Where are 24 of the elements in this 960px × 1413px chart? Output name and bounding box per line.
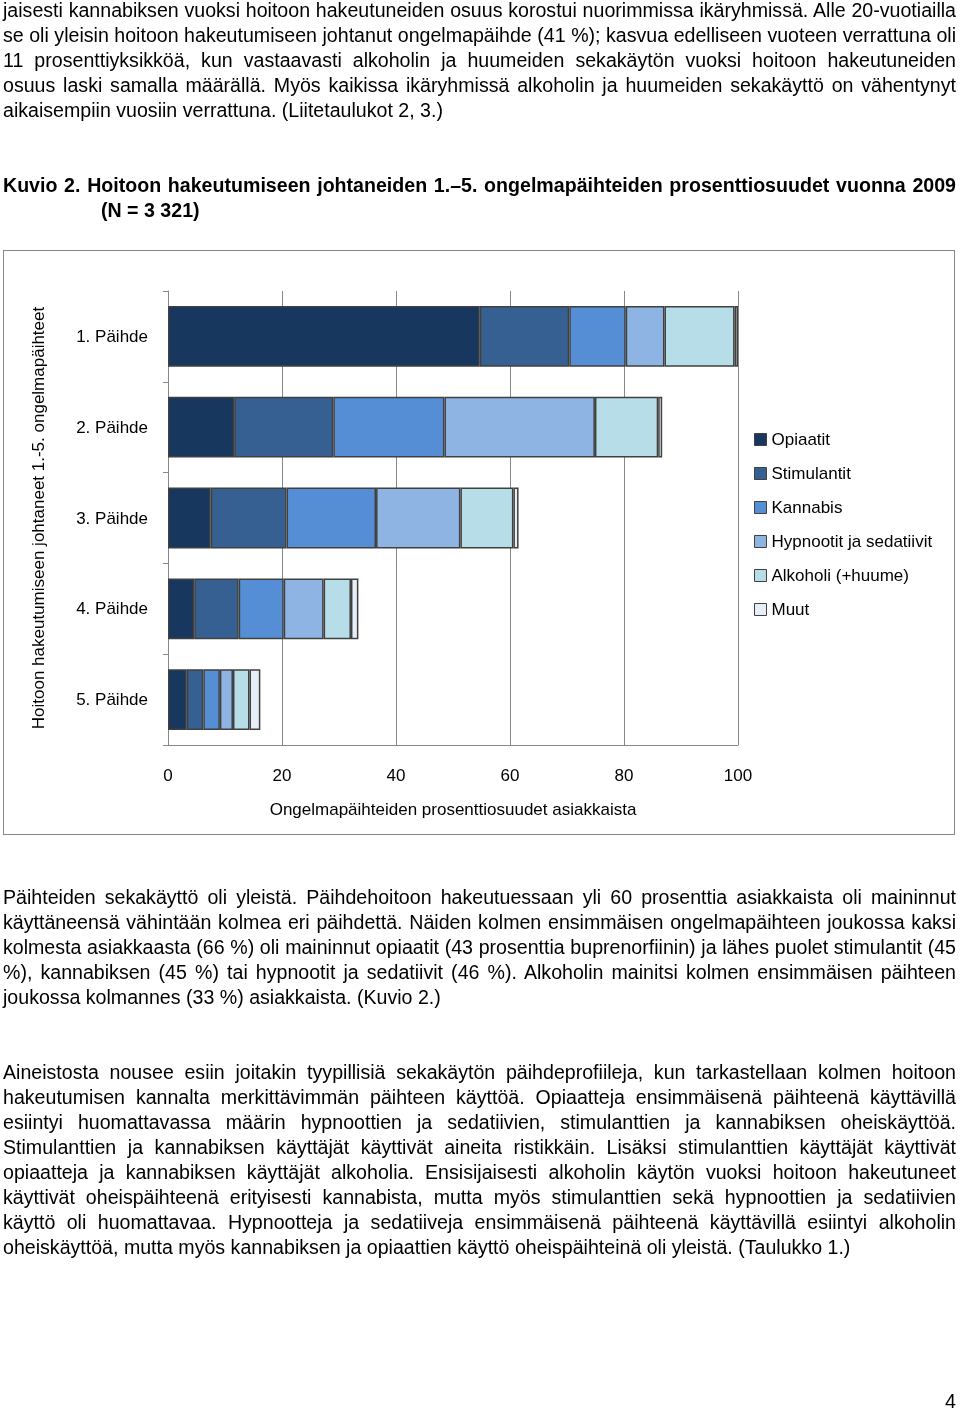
y-tick-label: 1. Päihde xyxy=(76,326,148,346)
x-axis-title: Ongelmapäihteiden prosenttiosuudet asiakkaista xyxy=(269,800,637,819)
y-tick-label: 5. Päihde xyxy=(76,690,148,710)
y-axis-title: Hoitoon hakeutumiseen johtaneet 1.-5. ongelmapäihteet xyxy=(28,306,48,730)
text: Aineistosta nousee esiin joitakin tyypillisiä sekakäytön päihdeprofiileja, kun tarkastellaan kolmen hoitoon hakeutumisen kannalta merkittävimmän päihteen käyttöä. Opiaatteja ensimmäisenä päihteenä käyttävillä esiintyi huomattavassa määrin hypnoottien ja sedatiivien, stimulanttien ja kannabiksen oheiskäyttöä. Stimulanttien ja kannabiksen käyttäjät käyttivät aineita ristikkäin. Lisäksi stimulanttien käyttäjät käyttivät opiaatteja ja kannabiksen käyttäjät alkoholia. Ensisijaisesti alkoholin käytön vuoksi hoitoon hakeutuneet käyttivät oheispäihteenä erityisesti kannabista, mutta myös stimulanttien sekä hypnoottien ja sedatiivien käyttö oli huomattavaa. Hypnootteja ja sedatiiveja ensimmäisenä päihteenä käyttävillä esiintyi alkoholin oheiskäyttöä, mutta myös kannabiksen ja opiaattien käyttö oheispäihteinä oli yleistä. (Taulukko 1.) xyxy=(3,1060,956,1260)
legend-label: Hypnootit ja sedatiivit xyxy=(771,532,933,551)
legend-label: Opiaatit xyxy=(771,430,831,449)
x-tick-label: 100 xyxy=(723,766,753,785)
x-tick-label: 80 xyxy=(614,766,634,785)
x-tick-label: 0 xyxy=(163,766,173,785)
legend-label: Alkoholi (+huume) xyxy=(771,566,909,585)
legend-label: Kannabis xyxy=(771,498,843,517)
text: Päihteiden sekakäyttö oli yleistä. Päihdehoitoon hakeutuessaan yli 60 prosenttia asiakkaista oli maininnut käyttäneensä vähintään kolmea eri päihdettä. Näiden kolmen ensimmäisen ongelmapäihteen joukossa kaksi kolmesta asiakkaasta (66 %) oli maininnut opiaatit (43 prosenttia buprenorfiinin) ja lähes puolet stimulantit (45 %), kannabiksen (45 %) tai hypnootit ja sedatiivit (46 %). Alkoholin mainitsi kolmen ensimmäisen päihteen joukossa kolmannes (33 %) asiakkaista. (Kuvio 2.) xyxy=(3,885,956,1010)
x-tick-label: 40 xyxy=(386,766,406,785)
legend-label: Muut xyxy=(771,600,810,619)
y-tick-label: 3. Päihde xyxy=(76,508,148,528)
chart-title: Kuvio 2. Hoitoon hakeutumiseen johtaneiden 1.–5. ongelmapäihteiden prosenttiosuudet vuonna 2009 (N = 3 321) xyxy=(3,173,956,223)
x-tick-label: 60 xyxy=(500,766,520,785)
text: 4 xyxy=(945,1390,956,1413)
y-tick-label: 2. Päihde xyxy=(76,417,148,437)
y-tick-label: 4. Päihde xyxy=(76,599,148,619)
text: jaisesti kannabiksen vuoksi hoitoon hakeutuneiden osuus korostui nuorimmissa ikäryhmissä. Alle 20-vuotiailla se oli yleisin hoitoon hakeutumiseen johtanut ongelmapäihde (41 %); kasvua edelliseen vuoteen verrattuna oli 11 prosenttiyksikköä, kun vastaavasti alkoholin ja huumeiden sekakäytön vuoksi hoitoon hakeutuneiden osuus laski samalla määrällä. Myös kaikissa ikäryhmissä alkoholin ja huumeiden sekakäyttö on vähentynyt aikaisempiin vuosiin verrattuna. (Liitetaulukot 2, 3.) xyxy=(3,0,956,123)
x-tick-label: 20 xyxy=(272,766,292,785)
legend-label: Stimulantit xyxy=(771,464,852,483)
